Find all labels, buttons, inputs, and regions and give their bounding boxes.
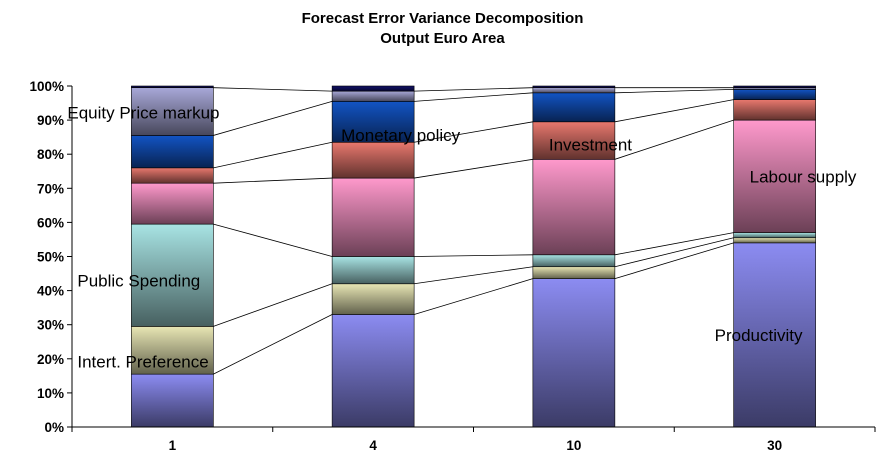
segment-label-4: Public Spending [77, 271, 200, 290]
bar-segment-3-2 [532, 159, 616, 256]
bar-segment-7-1 [331, 85, 415, 92]
bar-segment-7-2 [532, 85, 616, 89]
bar-segment-7-3 [733, 85, 816, 89]
series-line-5-2 [614, 99, 734, 123]
bar-segment-4-1 [331, 141, 415, 179]
y-tick-label: 80% [37, 147, 64, 162]
series-line-7-0 [213, 87, 333, 92]
bar-segment-5-2 [532, 92, 616, 123]
y-tick-label: 90% [37, 113, 64, 128]
bar-segment-7-0 [131, 85, 214, 89]
y-tick-label: 70% [37, 181, 64, 196]
series-line-5-1 [414, 121, 533, 143]
bar-segment-2-2 [532, 254, 616, 268]
bar-segment-4-0 [131, 167, 214, 184]
series-line-1-0 [213, 314, 333, 375]
y-tick-label: 20% [37, 352, 64, 367]
segment-label-5: Intert. Preference [77, 352, 208, 371]
segment-label-0: Equity Price markup [67, 104, 219, 123]
bar-segment-0-2 [532, 278, 616, 428]
chart-subtitle: Output Euro Area [380, 30, 505, 47]
series-line-1-1 [414, 278, 533, 315]
bar-segment-5-3 [733, 89, 816, 100]
bar-segment-3-1 [331, 177, 415, 257]
bar-segment-2-1 [331, 256, 415, 285]
bar-segment-3-3 [733, 119, 816, 233]
bar-segment-2-0 [131, 223, 214, 327]
series-line-6-1 [414, 92, 533, 102]
y-tick-label: 10% [37, 386, 64, 401]
series-line-5-0 [213, 141, 333, 169]
y-tick-label: 60% [37, 215, 64, 230]
series-line-1-2 [614, 242, 734, 280]
bar-segment-3-0 [131, 182, 214, 225]
bar-segment-0-0 [131, 373, 214, 428]
series-line-3-2 [614, 232, 734, 256]
segment-label-3: Labour supply [750, 167, 857, 186]
bar-segment-2-3 [733, 232, 816, 239]
series-line-6-2 [614, 89, 734, 94]
bar-segment-1-2 [532, 266, 616, 279]
x-tick-label: 4 [369, 438, 377, 453]
series-line-4-0 [213, 177, 333, 184]
y-tick-label: 50% [37, 250, 64, 265]
segment-label-6: Productivity [715, 326, 803, 345]
series-line-7-1 [414, 87, 533, 92]
series-line-4-1 [414, 158, 533, 179]
bar-segment-4-3 [733, 99, 816, 121]
chart-title: Forecast Error Variance Decomposition [301, 10, 584, 27]
chart-title-block: Forecast Error Variance Decomposition Ou… [0, 9, 885, 49]
series-line-4-2 [614, 119, 734, 160]
bar-segment-1-0 [131, 326, 214, 375]
x-tick-label: 10 [566, 438, 581, 453]
x-tick-label: 1 [169, 438, 177, 453]
series-line-2-0 [213, 283, 333, 327]
y-tick-label: 30% [37, 318, 64, 333]
bar-segment-6-1 [331, 90, 415, 102]
series-line-3-1 [414, 254, 533, 257]
bar-segment-6-0 [131, 87, 214, 136]
segment-label-1: Monetary policy [341, 126, 461, 145]
bar-segment-6-2 [532, 87, 616, 94]
bar-segment-5-0 [131, 135, 214, 169]
y-tick-label: 100% [29, 79, 64, 94]
series-line-6-0 [213, 100, 333, 136]
segment-label-2: Investment [549, 136, 632, 155]
series-line-2-2 [614, 237, 734, 268]
y-tick-label: 0% [44, 420, 64, 435]
x-tick-label: 30 [767, 438, 782, 453]
bar-segment-1-1 [331, 283, 415, 315]
bar-segment-5-1 [331, 101, 415, 143]
series-line-2-1 [414, 266, 533, 285]
bar-segment-0-1 [331, 314, 415, 428]
bar-segment-1-3 [733, 237, 816, 244]
series-line-3-0 [213, 223, 333, 257]
y-tick-label: 40% [37, 284, 64, 299]
